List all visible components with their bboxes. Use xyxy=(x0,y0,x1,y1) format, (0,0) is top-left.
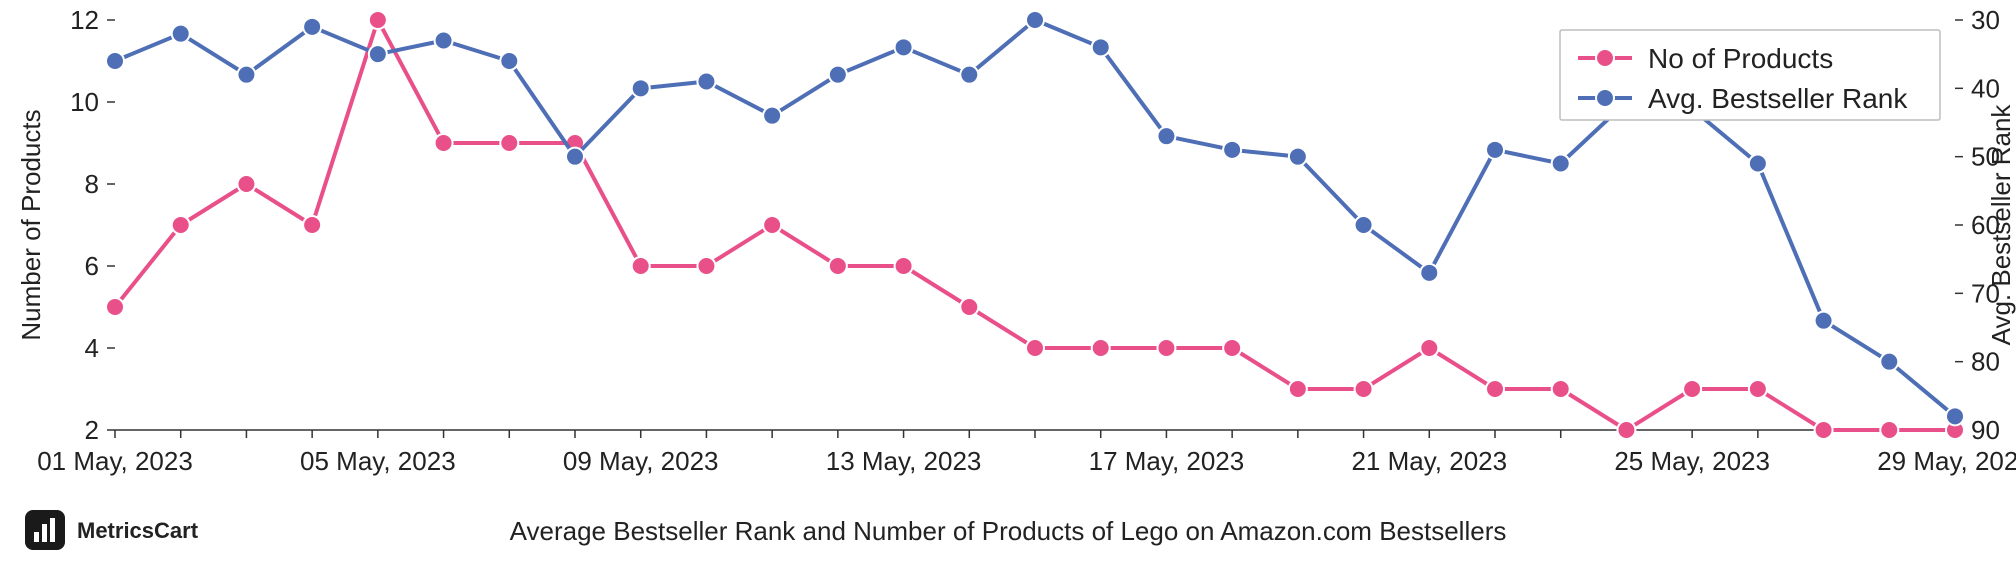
series-marker xyxy=(1880,353,1898,371)
series-marker xyxy=(1683,380,1701,398)
chart-svg: 24681012Number of Products90807060504030… xyxy=(0,0,2016,576)
brand-name: MetricsCart xyxy=(77,518,199,543)
series-marker xyxy=(1223,339,1241,357)
series-marker xyxy=(1157,127,1175,145)
series-marker xyxy=(1486,380,1504,398)
series-marker xyxy=(1486,141,1504,159)
series-marker xyxy=(106,52,124,70)
series-marker xyxy=(1552,380,1570,398)
series-marker xyxy=(1420,264,1438,282)
series-marker xyxy=(1420,339,1438,357)
series-marker xyxy=(500,134,518,152)
series-marker xyxy=(1355,216,1373,234)
series-marker xyxy=(369,45,387,63)
y-right-title: Avg. Bestseller Rank xyxy=(1986,104,2016,346)
y-left-tick-label: 2 xyxy=(85,415,99,445)
chart-container: 24681012Number of Products90807060504030… xyxy=(0,0,2016,576)
chart-caption: Average Bestseller Rank and Number of Pr… xyxy=(510,516,1507,546)
series-marker xyxy=(237,66,255,84)
series-marker xyxy=(1749,155,1767,173)
series-marker xyxy=(1092,38,1110,56)
series-marker xyxy=(500,52,518,70)
x-tick-label: 17 May, 2023 xyxy=(1089,446,1245,476)
series-marker xyxy=(829,257,847,275)
series-marker xyxy=(1552,155,1570,173)
x-tick-label: 25 May, 2023 xyxy=(1614,446,1770,476)
series-marker xyxy=(1026,11,1044,29)
series-marker xyxy=(1289,380,1307,398)
series-marker xyxy=(763,216,781,234)
y-left-tick-label: 6 xyxy=(85,251,99,281)
x-tick-label: 29 May, 2023 xyxy=(1877,446,2016,476)
series-marker xyxy=(1092,339,1110,357)
series-marker xyxy=(1026,339,1044,357)
series-marker xyxy=(303,216,321,234)
legend-label: No of Products xyxy=(1648,43,1833,74)
series-marker xyxy=(237,175,255,193)
series-marker xyxy=(1617,421,1635,439)
series-marker xyxy=(1289,148,1307,166)
legend-label: Avg. Bestseller Rank xyxy=(1648,83,1908,114)
series-marker xyxy=(1946,407,1964,425)
series-marker xyxy=(1749,380,1767,398)
series-marker xyxy=(960,66,978,84)
x-tick-label: 13 May, 2023 xyxy=(826,446,982,476)
y-left-tick-label: 10 xyxy=(70,87,99,117)
series-marker xyxy=(763,107,781,125)
x-tick-label: 09 May, 2023 xyxy=(563,446,719,476)
series-marker xyxy=(172,216,190,234)
series-marker xyxy=(697,73,715,91)
series-marker xyxy=(435,134,453,152)
y-left-tick-label: 8 xyxy=(85,169,99,199)
series-marker xyxy=(435,32,453,50)
series-marker xyxy=(632,257,650,275)
series-marker xyxy=(106,298,124,316)
x-tick-label: 21 May, 2023 xyxy=(1351,446,1507,476)
bar-chart-icon xyxy=(34,532,39,542)
series-marker xyxy=(303,18,321,36)
legend-swatch-marker xyxy=(1596,49,1614,67)
y-right-tick-label: 90 xyxy=(1971,415,2000,445)
series-marker xyxy=(829,66,847,84)
series-marker xyxy=(1815,312,1833,330)
bar-chart-icon xyxy=(42,524,47,542)
y-left-title: Number of Products xyxy=(16,109,46,340)
x-tick-label: 01 May, 2023 xyxy=(37,446,193,476)
series-marker xyxy=(1223,141,1241,159)
legend-swatch-marker xyxy=(1596,89,1614,107)
series-marker xyxy=(172,25,190,43)
series-marker xyxy=(697,257,715,275)
y-right-tick-label: 80 xyxy=(1971,347,2000,377)
y-right-tick-label: 30 xyxy=(1971,5,2000,35)
series-marker xyxy=(960,298,978,316)
bar-chart-icon xyxy=(50,518,55,542)
y-left-tick-label: 12 xyxy=(70,5,99,35)
series-marker xyxy=(369,11,387,29)
series-marker xyxy=(1815,421,1833,439)
series-marker xyxy=(895,38,913,56)
y-left-tick-label: 4 xyxy=(85,333,99,363)
series-marker xyxy=(566,148,584,166)
series-marker xyxy=(632,79,650,97)
series-marker xyxy=(1880,421,1898,439)
series-marker xyxy=(1355,380,1373,398)
series-marker xyxy=(895,257,913,275)
x-tick-label: 05 May, 2023 xyxy=(300,446,456,476)
series-marker xyxy=(1157,339,1175,357)
y-right-tick-label: 40 xyxy=(1971,73,2000,103)
